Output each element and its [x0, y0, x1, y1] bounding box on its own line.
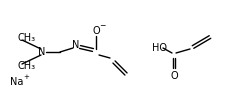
Text: CH₃: CH₃: [18, 33, 36, 43]
Text: N: N: [38, 47, 46, 57]
Text: Na: Na: [10, 77, 23, 87]
Text: −: −: [98, 22, 105, 31]
Text: O: O: [170, 71, 177, 81]
Text: N: N: [72, 40, 79, 50]
Text: +: +: [23, 74, 29, 80]
Text: CH₃: CH₃: [18, 61, 36, 71]
Text: HO: HO: [152, 43, 166, 53]
Text: O: O: [92, 26, 100, 36]
